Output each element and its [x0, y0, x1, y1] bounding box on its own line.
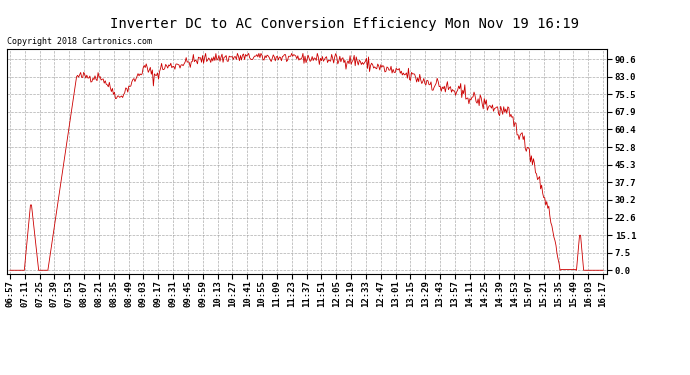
Text: Inverter DC to AC Conversion Efficiency Mon Nov 19 16:19: Inverter DC to AC Conversion Efficiency … — [110, 17, 580, 31]
Text: Copyright 2018 Cartronics.com: Copyright 2018 Cartronics.com — [7, 38, 152, 46]
Text: Efficiency (%): Efficiency (%) — [561, 25, 643, 35]
